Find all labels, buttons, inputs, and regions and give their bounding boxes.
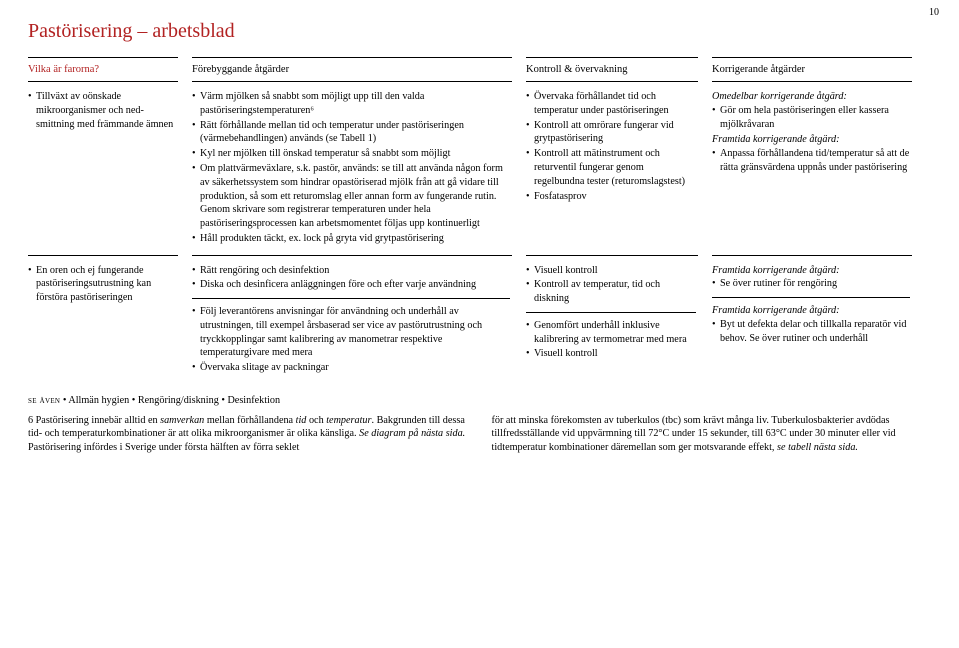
list-item: Se över rutiner för rengöring xyxy=(712,277,910,291)
list-item: Anpassa förhållandena tid/tempera­tur så… xyxy=(712,147,910,175)
list-item: Rätt rengöring och desinfektion xyxy=(192,264,510,278)
see-also: se även • Allmän hygien • Rengöring/disk… xyxy=(28,394,931,408)
list-item: Visuell kontroll xyxy=(526,264,696,278)
row2-corrective-lead-b: Framtida korrigerande åtgärd: xyxy=(712,305,840,316)
list-item: Om plattvärmeväxlare, s.k. pastör, använ… xyxy=(192,162,510,231)
list-item: Rätt förhållande mellan tid och temperat… xyxy=(192,119,510,147)
list-item: Byt ut defekta delar och tillkalla repar… xyxy=(712,318,910,346)
row1-preventive: Värm mjölken så snabbt som möjligt upp t… xyxy=(192,82,512,254)
row2-monitoring: Visuell kontrollKontroll av temperatur, … xyxy=(526,255,698,384)
list-item: Övervaka slitage av packningar xyxy=(192,361,510,375)
footnote-right: för att minska förekomsten av tuberkulos… xyxy=(492,414,932,455)
header-monitoring: Kontroll & övervakning xyxy=(526,57,698,82)
header-dangers: Vilka är farorna? xyxy=(28,57,178,82)
list-item: Övervaka förhållandet tid och temperatur… xyxy=(526,90,696,118)
list-item: Kontroll att mätinstrument och returvent… xyxy=(526,147,696,188)
list-item: Håll produkten täckt, ex. lock på gryta … xyxy=(192,232,510,246)
see-also-items: • Allmän hygien • Rengöring/diskning • D… xyxy=(63,395,280,406)
row1-corrective-lead2: Framtida korrigerande åtgärd: xyxy=(712,134,840,145)
list-item: Kyl ner mjölken till önskad temperatur s… xyxy=(192,147,510,161)
row2-dangers: En oren och ej fungerande pastöriserings… xyxy=(28,255,178,384)
list-item: Kontroll att omrörare funge­rar vid gryt… xyxy=(526,119,696,147)
list-item: Visuell kontroll xyxy=(526,347,696,361)
page-number: 10 xyxy=(929,6,939,20)
list-item: Värm mjölken så snabbt som möjligt upp t… xyxy=(192,90,510,118)
header-corrective: Korrigerande åtgärder xyxy=(712,57,912,82)
row1-corrective-lead1: Omedelbar korrigerande åtgärd: xyxy=(712,91,847,102)
list-item: Tillväxt av oönskade mikroorganismer och… xyxy=(28,90,176,131)
row1-dangers: Tillväxt av oönskade mikroorganismer och… xyxy=(28,82,178,254)
footnote: 6 Pastörisering innebär alltid en samver… xyxy=(28,414,931,455)
list-item: Genomfört underhåll inklusive kalibrerin… xyxy=(526,319,696,347)
page-title: Pastörisering – arbetsblad xyxy=(28,18,931,45)
footnote-left: 6 Pastörisering innebär alltid en samver… xyxy=(28,414,468,455)
row1-monitoring: Övervaka förhållandet tid och temperatur… xyxy=(526,82,698,254)
list-item: Diska och desinficera anläggningen före … xyxy=(192,278,510,292)
row2-corrective: Framtida korrigerande åtgärd: Se över ru… xyxy=(712,255,912,384)
list-item: Fosfatasprov xyxy=(526,190,696,204)
list-item: Kontroll av temperatur, tid och diskning xyxy=(526,278,696,306)
see-also-label: se även xyxy=(28,395,60,406)
list-item: Följ leverantörens anvisningar för använ… xyxy=(192,305,510,360)
row2-corrective-lead-a: Framtida korrigerande åtgärd: xyxy=(712,265,840,276)
row2-preventive: Rätt rengöring och desinfektionDiska och… xyxy=(192,255,512,384)
list-item: Gör om hela pastöriseringen eller kasser… xyxy=(712,104,910,132)
header-preventive: Förebyggande åtgärder xyxy=(192,57,512,82)
list-item: En oren och ej fungerande pastöriserings… xyxy=(28,264,176,305)
row1-corrective: Omedelbar korrigerande åtgärd: Gör om he… xyxy=(712,82,912,254)
